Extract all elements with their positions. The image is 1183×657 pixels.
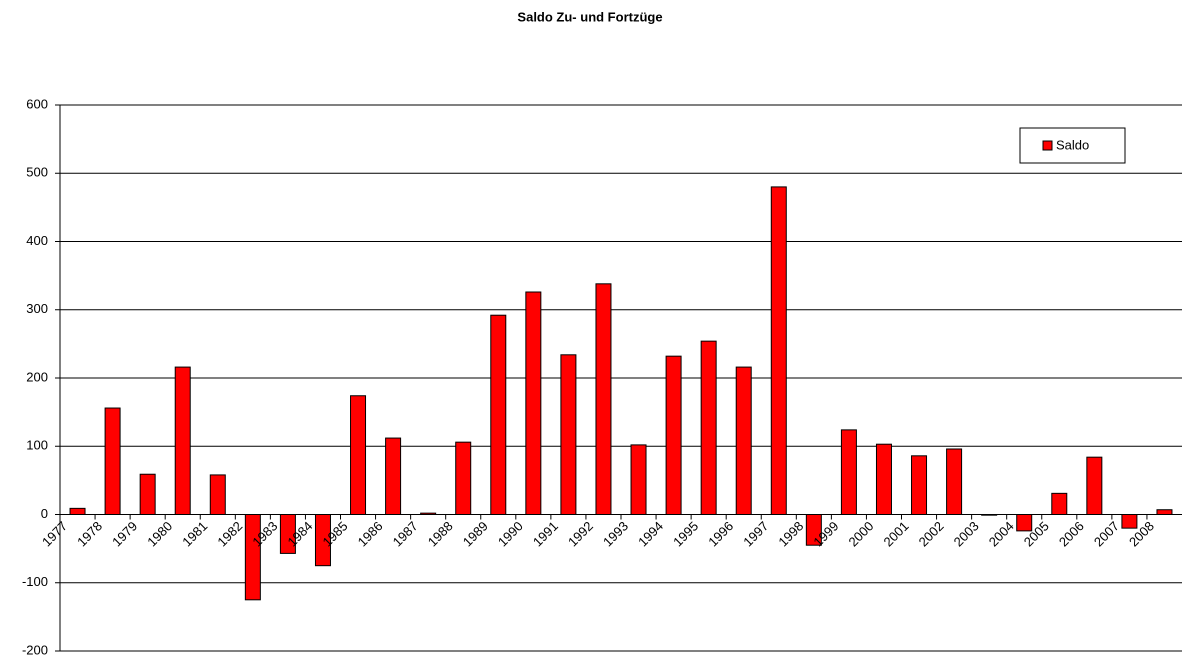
bar [840,429,857,515]
chart-title: Saldo Zu- und Fortzüge [517,9,662,24]
x-tick-label: 1987 [390,518,421,549]
x-tick-label: 2007 [1091,518,1122,549]
x-tick-label: 1982 [214,518,245,549]
legend-label: Saldo [1056,137,1089,152]
x-tick-label: 2004 [986,518,1017,549]
bar [385,437,402,515]
x-tick-label: 2001 [881,518,912,549]
x-tick-label: 1989 [460,518,491,549]
y-tick-label: 0 [41,506,48,521]
y-tick-label: 600 [26,96,48,111]
bar [805,514,822,546]
x-tick-label: 2006 [1056,518,1087,549]
bar [490,314,507,515]
bar [770,186,787,515]
y-tick-label: -200 [22,642,48,657]
bar [946,448,963,516]
bar [981,514,998,516]
bar [314,514,331,567]
x-tick-label: 1990 [495,518,526,549]
y-tick-label: 500 [26,165,48,180]
bar [630,444,647,516]
bar [69,507,86,516]
bar [1086,456,1103,516]
x-tick-label: 2003 [951,518,982,549]
bar [735,366,752,515]
y-tick-label: 400 [26,233,48,248]
x-tick-label: 1991 [530,518,561,549]
x-tick-label: 1996 [705,518,736,549]
x-tick-label: 1988 [425,518,456,549]
x-tick-label: 1998 [775,518,806,549]
bar [350,395,367,515]
y-tick-label: -100 [22,574,48,589]
bar [700,340,717,515]
bar [209,474,226,516]
x-tick-label: 2002 [916,518,947,549]
x-tick-label: 1995 [670,518,701,549]
bar [279,514,296,554]
bar [420,512,437,516]
x-tick-label: 1993 [600,518,631,549]
x-tick-label: 1978 [74,518,105,549]
y-tick-label: 300 [26,301,48,316]
x-tick-label: 1977 [39,518,70,549]
x-tick-label: 1980 [144,518,175,549]
bar [1051,492,1068,515]
bar [525,291,542,515]
x-tick-label: 1994 [635,518,666,549]
bar [1016,514,1033,532]
x-tick-label: 2000 [845,518,876,549]
x-tick-label: 1979 [109,518,140,549]
bar [174,366,191,515]
bar [1156,509,1173,516]
bar [1121,514,1138,529]
bar [560,354,577,516]
bar [139,473,156,516]
bar [104,407,121,515]
x-tick-label: 1986 [355,518,386,549]
bar [244,514,261,601]
bar [455,441,472,515]
bar [665,355,682,515]
x-tick-label: 1992 [565,518,596,549]
x-tick-label: 1997 [740,518,771,549]
bar [911,455,928,515]
bar [595,283,612,515]
x-tick-label: 1981 [179,518,210,549]
legend-box [1019,127,1126,164]
bar [875,443,892,516]
legend-swatch [1042,140,1053,151]
y-tick-label: 200 [26,369,48,384]
y-tick-label: 100 [26,438,48,453]
